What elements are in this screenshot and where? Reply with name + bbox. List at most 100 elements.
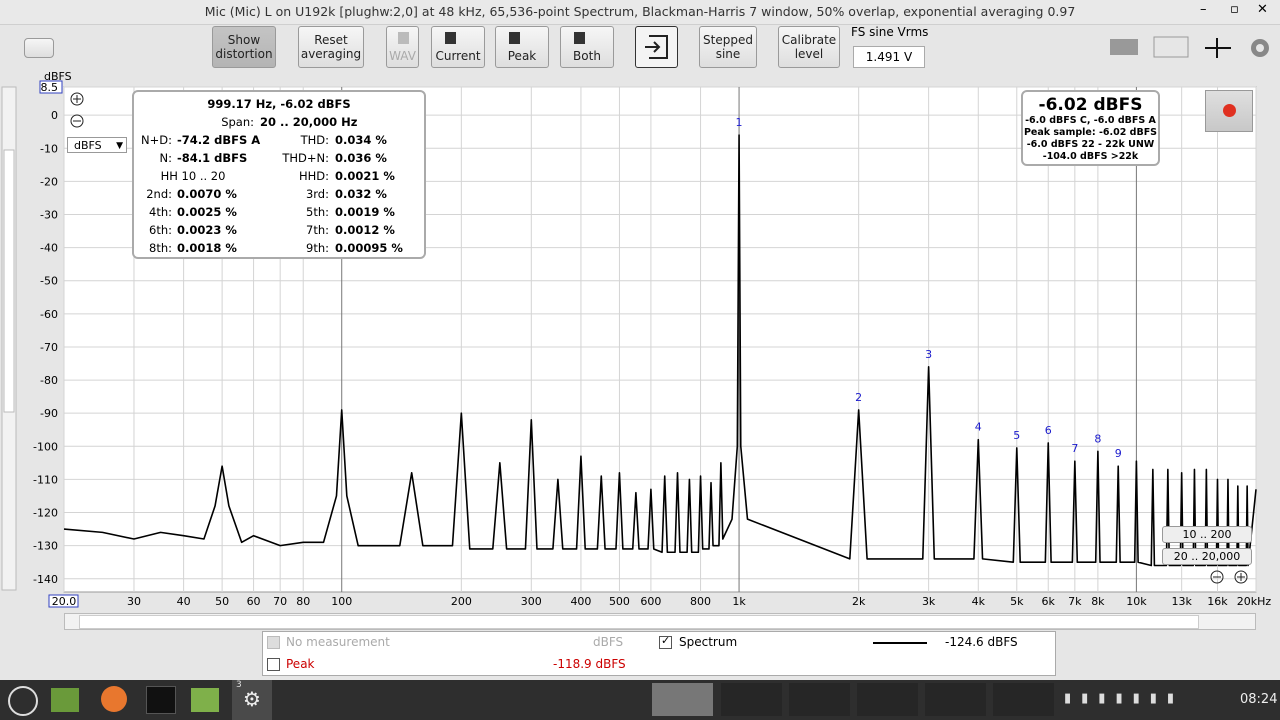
legend-value: -124.6 dBFS: [945, 635, 1018, 649]
y-tick-label: -130: [33, 540, 58, 553]
readout-label: 9th:: [306, 241, 329, 255]
x-tick-label: 80: [296, 595, 310, 608]
x-tick-label: 8k: [1091, 595, 1105, 608]
workspace[interactable]: [652, 683, 713, 716]
x-tick-label: 50: [215, 595, 229, 608]
app-icon[interactable]: [191, 688, 219, 712]
legend-value: -118.9 dBFS: [553, 657, 626, 671]
y-tick-label: -120: [33, 507, 58, 520]
y-tick-label: -20: [40, 175, 58, 188]
harmonic-label: 8: [1094, 432, 1101, 445]
snapshot-button[interactable]: [24, 38, 54, 58]
workspace[interactable]: [789, 683, 850, 716]
tray-icons[interactable]: ▮▮▮▮▮▮▮: [1064, 691, 1185, 706]
readout-label: 6th:: [149, 223, 172, 237]
chart: dBFS 8.5 0 -10 -20 -30 -40 -50 -60 -70 -80 -90 -100…: [1, 72, 1271, 608]
save-peak[interactable]: Peak: [495, 26, 549, 68]
y-tick-label: -40: [40, 242, 58, 255]
readout-value: 0.0019 %: [335, 205, 395, 219]
y-tick-label: 0: [51, 109, 58, 122]
level-panel: -6.02 dBFS -6.0 dBFS C, -6.0 dBFS A Peak …: [1021, 90, 1160, 166]
x-tick-label: 20.0: [52, 595, 77, 608]
readout-panel: 999.17 Hz, -6.02 dBFS Span: 20 .. 20,000…: [132, 90, 426, 259]
zoom-out[interactable]: [70, 114, 84, 128]
app-icon[interactable]: [101, 686, 127, 712]
close[interactable]: ✕: [1257, 2, 1268, 17]
menu-button[interactable]: [8, 686, 38, 716]
checkbox[interactable]: [267, 658, 280, 671]
save-both[interactable]: Both: [560, 26, 614, 68]
legend-value: dBFS: [593, 635, 624, 649]
y-tick-label: -30: [40, 208, 58, 221]
zoom-preset[interactable]: 20 .. 20,000: [1162, 548, 1252, 565]
zoom-in[interactable]: [70, 92, 84, 106]
x-tick-label: 400: [570, 595, 591, 608]
zoom-preset[interactable]: 10 .. 200: [1162, 526, 1252, 543]
x-tick-label: 10k: [1126, 595, 1147, 608]
export-button[interactable]: [635, 26, 678, 68]
y-tick-label: -90: [40, 407, 58, 420]
unit-selector[interactable]: dBFS ▼: [67, 137, 127, 153]
x-zoom-in[interactable]: [1234, 570, 1248, 584]
level-line: -6.0 dBFS C, -6.0 dBFS A: [1025, 115, 1156, 126]
span-value: 20 .. 20,000 Hz: [260, 115, 358, 129]
x-tick-label: 1k: [732, 595, 746, 608]
x-tick-label: 4k: [972, 595, 986, 608]
x-tick-label: 6k: [1042, 595, 1056, 608]
maximize[interactable]: ▫: [1230, 2, 1239, 17]
range-box: [48, 594, 79, 608]
unit-text: dBFS: [74, 139, 102, 152]
readout-value: -74.2 dBFS A: [177, 133, 261, 147]
stepped-sine[interactable]: Stepped sine: [699, 26, 757, 68]
readout-label: 2nd:: [146, 187, 172, 201]
y-tick-label: -50: [40, 275, 58, 288]
taskbar: 3 ⚙ ▮▮▮▮▮▮▮ 08:24: [0, 680, 1280, 720]
workspace[interactable]: [721, 683, 782, 716]
y-tick-label: 8.5: [41, 81, 59, 94]
calibrate-level[interactable]: Calibrate level: [778, 26, 840, 68]
x-tick-label: 5k: [1010, 595, 1024, 608]
record-button[interactable]: [1205, 90, 1253, 132]
title-bar: Mic (Mic) L on U192k [plughw:2,0] at 48 …: [0, 0, 1280, 25]
x-tick-label: 13k: [1171, 595, 1192, 608]
reset-averaging[interactable]: Reset averaging: [298, 26, 364, 68]
harmonic-label: 6: [1045, 424, 1052, 437]
checkbox[interactable]: [267, 636, 280, 649]
level-line: -6.0 dBFS 22 - 22k UNW: [1026, 139, 1155, 150]
workspace[interactable]: [993, 683, 1054, 716]
fs-value[interactable]: 1.491 V: [853, 46, 925, 68]
x-tick-label: 800: [690, 595, 711, 608]
y-scroll-thumb[interactable]: [3, 149, 15, 413]
workspace[interactable]: [925, 683, 986, 716]
readout-label: 5th:: [306, 205, 329, 219]
active-app[interactable]: 3 ⚙: [232, 680, 272, 720]
app-icon[interactable]: [51, 688, 79, 712]
harmonic-label: 3: [925, 348, 932, 361]
minimize[interactable]: –: [1200, 2, 1207, 17]
legend-label: Spectrum: [679, 635, 738, 649]
save-current[interactable]: Current: [431, 26, 485, 68]
readout-label: THD+N:: [282, 151, 329, 165]
harmonic-label: 5: [1013, 429, 1020, 442]
y-tick-label: -100: [33, 440, 58, 453]
x-tick-label: 16k: [1207, 595, 1228, 608]
app-icon[interactable]: [146, 686, 176, 714]
harmonic-label: 7: [1071, 442, 1078, 455]
x-tick-label: 500: [609, 595, 630, 608]
y-tick-label: -10: [40, 142, 58, 155]
x-tick-label: 7k: [1068, 595, 1082, 608]
readout-value: 0.0023 %: [177, 223, 237, 237]
y-tick-label: -140: [33, 573, 58, 586]
x-tick-label: 2k: [852, 595, 866, 608]
x-tick-label: 600: [640, 595, 661, 608]
y-tick-label: -110: [33, 473, 58, 486]
x-zoom-out[interactable]: [1210, 570, 1224, 584]
harmonic-label: 9: [1115, 447, 1122, 460]
readout-value: 0.0025 %: [177, 205, 237, 219]
x-scrollbar[interactable]: [64, 613, 1256, 630]
layout-icons: [1110, 36, 1269, 58]
y-tick-label: -80: [40, 374, 58, 387]
checkbox[interactable]: ✓: [659, 634, 672, 649]
show-distortion[interactable]: Show distortion: [212, 26, 276, 68]
workspace[interactable]: [857, 683, 918, 716]
